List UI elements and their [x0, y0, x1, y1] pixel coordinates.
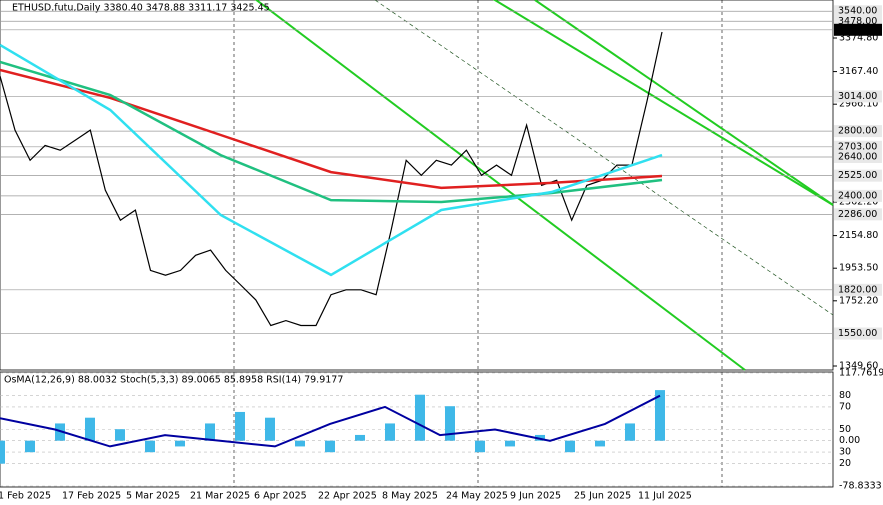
moving-average: [0, 43, 663, 277]
x-tick-label: 24 May 2025: [446, 491, 508, 502]
osma-bar: [325, 440, 335, 453]
osma-bar: [625, 423, 635, 441]
level-box: [834, 140, 882, 153]
y-tick-label: 1349.60: [839, 361, 878, 372]
level-label: 2525.00: [838, 170, 877, 181]
level-label: 3425.45: [838, 24, 877, 35]
osma-bar: [505, 440, 515, 447]
level-label: 1550.00: [838, 328, 877, 339]
osma-bar: [385, 423, 395, 441]
level-label: 3014.00: [838, 91, 877, 102]
osma-bar: [85, 417, 95, 441]
osma-bar: [295, 440, 305, 447]
trend-channel: [254, 0, 834, 371]
y-tick-label: 3374.80: [839, 32, 878, 43]
level-box: [834, 90, 882, 103]
level-label: 2703.00: [838, 141, 877, 152]
osma-bar: [205, 423, 215, 441]
osma-bar: [475, 440, 485, 453]
osma-bar: [655, 390, 665, 441]
indicator-tick-label: 80: [839, 390, 851, 401]
x-tick-label: 21 Mar 2025: [190, 491, 250, 502]
chart-title: ETHUSD.futu,Daily 3380.40 3478.88 3311.1…: [12, 3, 270, 14]
osma-bar: [25, 440, 35, 453]
osma-bar: [415, 394, 425, 441]
x-tick-label: 5 Mar 2025: [126, 491, 180, 502]
trend-line: [374, 0, 834, 316]
osma-bar: [355, 434, 365, 441]
y-tick-label: 3167.40: [839, 66, 878, 77]
x-tick-label: 11 Jul 2025: [638, 491, 692, 502]
osma-bar: [265, 417, 275, 441]
level-label: 2640.00: [838, 152, 877, 163]
indicator-tick-label: -78.8333: [839, 481, 882, 492]
level-label: 3478.00: [838, 16, 877, 27]
indicator-title: OsMA(12,26,9) 88.0032 Stoch(5,3,3) 89.00…: [4, 375, 343, 386]
rsi-line: [0, 394, 661, 448]
level-box: [834, 151, 882, 164]
x-tick-label: 8 May 2025: [382, 491, 438, 502]
level-box: [834, 125, 882, 138]
level-label: 2286.00: [838, 209, 877, 220]
level-box: [834, 15, 882, 28]
indicator-tick-label: 70: [839, 401, 851, 412]
x-tick-label: 25 Jun 2025: [574, 491, 631, 502]
level-box: [834, 189, 882, 202]
level-box: [834, 283, 882, 296]
y-tick-label: 2966.10: [839, 99, 878, 110]
x-tick-label: 17 Feb 2025: [62, 491, 121, 502]
y-tick-label: 1953.50: [839, 263, 878, 274]
x-tick-label: 1 Feb 2025: [0, 491, 51, 502]
level-label: 3540.00: [838, 6, 877, 17]
level-box: [834, 208, 882, 221]
level-label: 1820.00: [838, 284, 877, 295]
indicator-tick-label: 30: [839, 447, 851, 458]
indicator-tick-label: 20: [839, 458, 851, 469]
osma-bar: [145, 440, 155, 453]
indicator-tick-label: 117.7619: [839, 368, 883, 379]
y-tick-label: 2154.80: [839, 230, 878, 241]
x-tick-label: 9 Jun 2025: [510, 491, 561, 502]
osma-bar: [175, 440, 185, 447]
osma-bar: [565, 440, 575, 453]
x-tick-label: 6 Apr 2025: [254, 491, 307, 502]
level-box: [834, 169, 882, 182]
osma-bar: [0, 440, 5, 464]
osma-bar: [115, 429, 125, 441]
level-box: [834, 5, 882, 18]
osma-bar: [445, 406, 455, 441]
osma-bar: [595, 440, 605, 447]
level-label: 2800.00: [838, 126, 877, 137]
level-box: [834, 23, 882, 36]
y-tick-label: 1752.20: [839, 295, 878, 306]
level-box: [834, 327, 882, 340]
indicator-tick-label: 50: [839, 424, 851, 435]
moving-average: [0, 68, 663, 190]
indicator-tick-label: 0.00: [839, 435, 860, 446]
osma-bar: [235, 411, 245, 441]
y-tick-label: 2362.20: [839, 197, 878, 208]
x-tick-label: 22 Apr 2025: [318, 491, 377, 502]
level-label: 2400.00: [838, 190, 877, 201]
